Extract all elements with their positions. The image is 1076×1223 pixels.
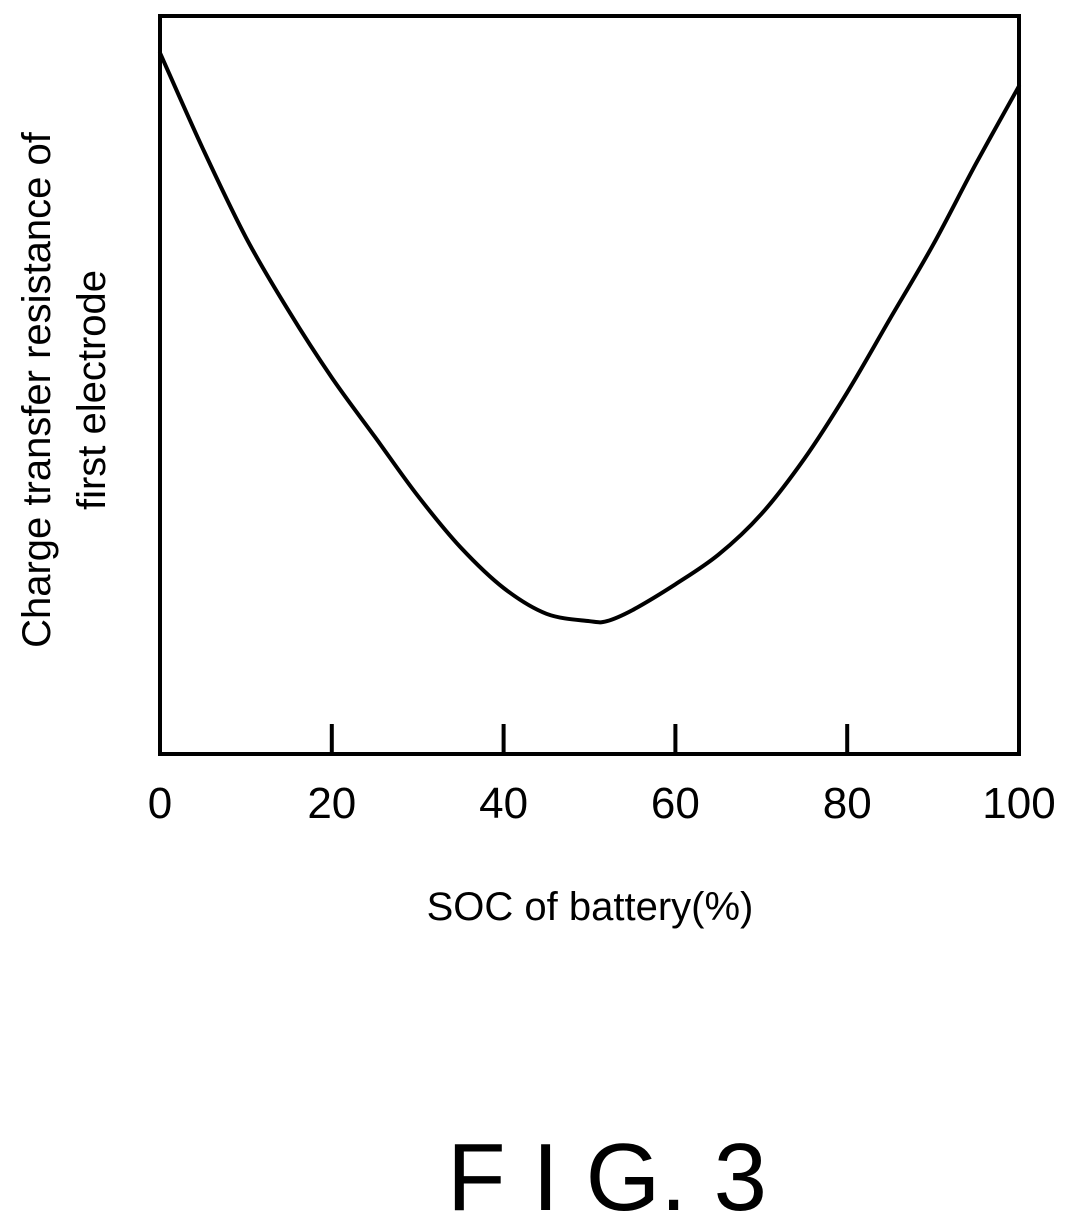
x-tick-label-80: 80 <box>823 779 872 828</box>
plot-frame <box>158 14 1021 756</box>
x-tick-labels: 0 20 40 60 80 100 <box>148 779 1056 828</box>
x-tick-label-20: 20 <box>307 779 356 828</box>
y-axis-label-line-1: Charge transfer resistance of <box>15 131 59 648</box>
series-line <box>158 50 1021 625</box>
figure-caption: F I G. 3 <box>447 1124 767 1223</box>
x-tick-label-0: 0 <box>148 779 172 828</box>
x-axis-label: SOC of battery(%) <box>427 885 754 929</box>
y-axis-label-line-2: first electrode <box>70 270 114 510</box>
x-tick-marks <box>329 724 850 754</box>
x-tick-label-40: 40 <box>479 779 528 828</box>
x-tick-label-100: 100 <box>982 779 1055 828</box>
x-tick-label-60: 60 <box>651 779 700 828</box>
